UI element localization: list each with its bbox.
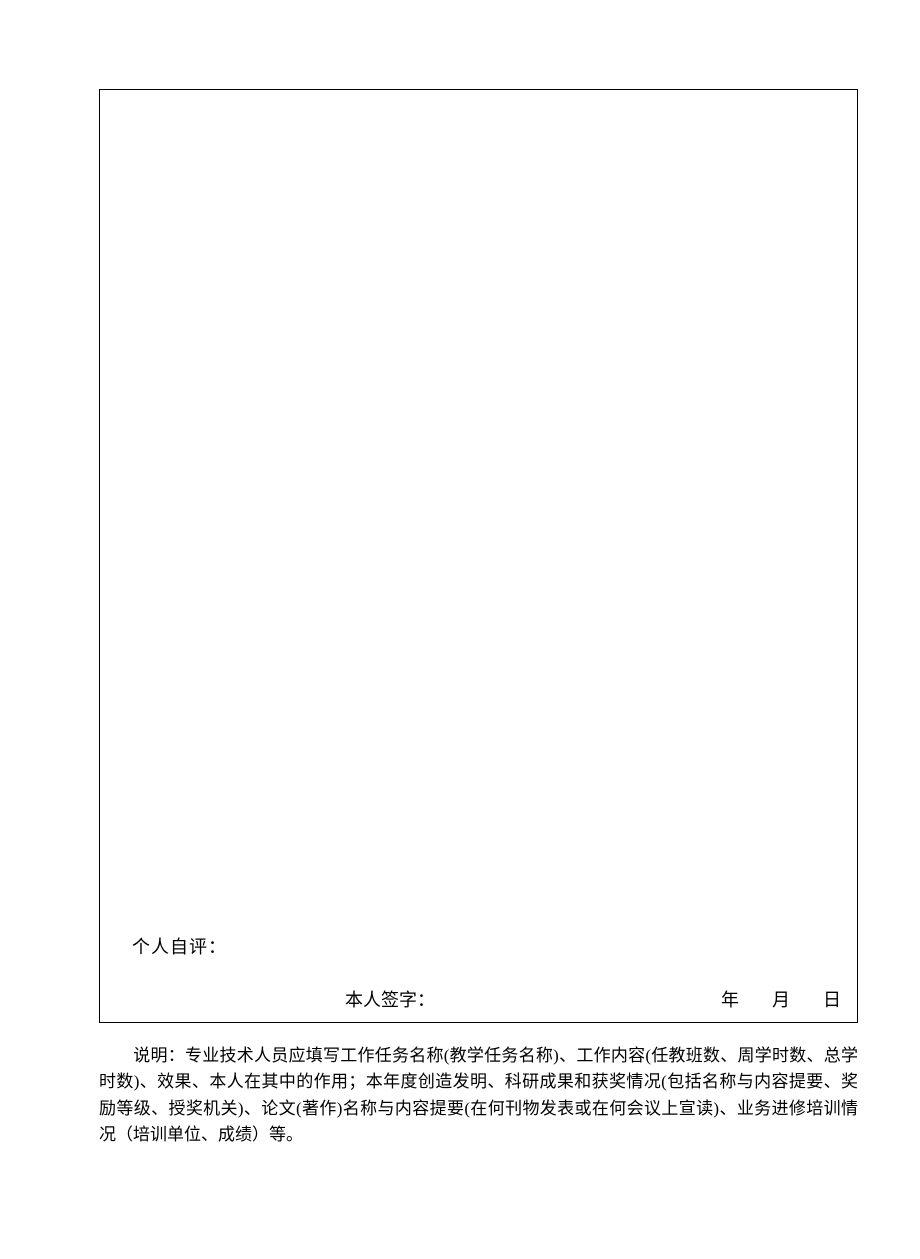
form-box: 个人自评： 本人签字： 年 月 日 [99, 89, 858, 1023]
instructions-paragraph: 说明：专业技术人员应填写工作任务名称(教学任务名称)、工作内容(任教班数、周学时… [99, 1043, 858, 1148]
year-label: 年 [721, 986, 739, 1012]
month-label: 月 [772, 986, 790, 1012]
signature-label: 本人签字： [345, 986, 435, 1012]
self-evaluation-label: 个人自评： [132, 933, 227, 959]
day-label: 日 [823, 986, 841, 1012]
instructions-text: 说明：专业技术人员应填写工作任务名称(教学任务名称)、工作内容(任教班数、周学时… [99, 1046, 858, 1144]
